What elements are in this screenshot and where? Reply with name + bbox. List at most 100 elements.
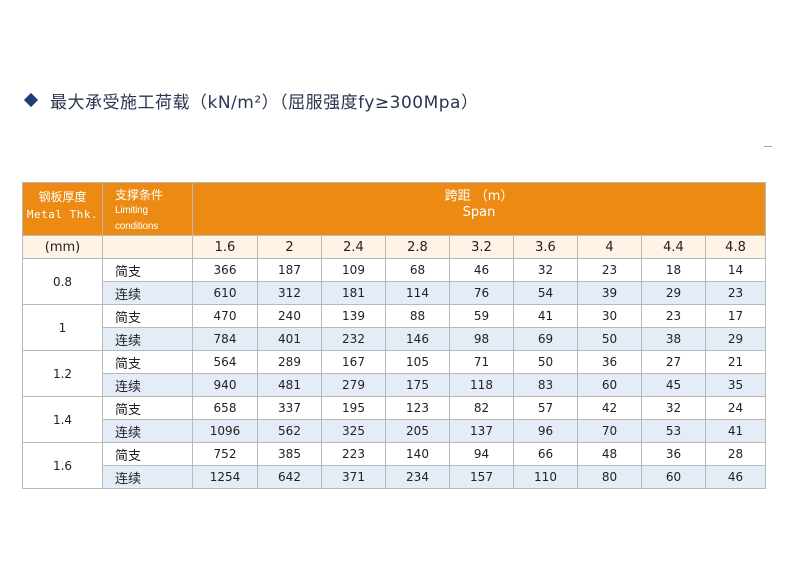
load-value-cell: 137 <box>449 419 514 443</box>
load-value-cell: 29 <box>641 281 706 305</box>
page-title-row: 最大承受施工荷载（kN/m²）（屈服强度fy≥300Mpa） <box>22 86 478 114</box>
load-value-cell: 69 <box>513 327 578 351</box>
load-value-cell: 82 <box>449 396 514 420</box>
condition-cell: 简支 <box>102 304 193 328</box>
load-value-cell: 157 <box>449 465 514 489</box>
divider-mark <box>764 146 772 147</box>
span-value: 2 <box>257 235 322 259</box>
condition-cell: 简支 <box>102 396 193 420</box>
load-value-cell: 940 <box>192 373 258 397</box>
thickness-header-en: Metal Thk. <box>26 208 99 221</box>
load-value-cell: 223 <box>321 442 386 466</box>
condition-cell: 连续 <box>102 465 193 489</box>
load-value-cell: 46 <box>704 465 767 489</box>
load-value-cell: 187 <box>257 258 322 282</box>
thickness-cell: 1.2 <box>22 350 103 397</box>
support-header-cn: 支撑条件 <box>115 188 164 202</box>
load-value-cell: 42 <box>577 396 642 420</box>
load-value-cell: 234 <box>385 465 450 489</box>
condition-cell: 连续 <box>102 373 193 397</box>
load-value-cell: 21 <box>704 350 767 374</box>
load-value-cell: 110 <box>513 465 578 489</box>
load-value-cell: 610 <box>192 281 258 305</box>
span-value: 3.2 <box>449 235 514 259</box>
table-row: 1.6 简支 752 385 223 140 94 66 48 36 28 <box>22 442 767 489</box>
load-value-cell: 53 <box>641 419 706 443</box>
load-value-cell: 96 <box>513 419 578 443</box>
load-value-cell: 39 <box>577 281 642 305</box>
span-value: 3.6 <box>513 235 578 259</box>
condition-cell: 简支 <box>102 442 193 466</box>
load-value-cell: 24 <box>704 396 767 420</box>
table-row: 连续 940 481 279 175 118 83 60 45 35 <box>23 373 767 397</box>
load-value-cell: 385 <box>257 442 322 466</box>
load-value-cell: 70 <box>577 419 642 443</box>
load-value-cell: 105 <box>385 350 450 374</box>
thickness-cell: 1 <box>22 304 103 351</box>
load-value-cell: 240 <box>257 304 322 328</box>
load-value-cell: 167 <box>321 350 386 374</box>
table-row: 连续 1096 562 325 205 137 96 70 53 41 <box>23 419 767 443</box>
load-value-cell: 1254 <box>192 465 258 489</box>
load-value-cell: 66 <box>513 442 578 466</box>
table-row: 0.8 简支 366 187 109 68 46 32 23 18 14 <box>22 258 767 305</box>
load-value-cell: 17 <box>704 304 767 328</box>
load-value-cell: 50 <box>513 350 578 374</box>
load-table: 钢板厚度 Metal Thk. 支撑条件 Limiting conditions… <box>22 182 767 489</box>
table-row: 1.4 简支 658 337 195 123 82 57 42 32 24 <box>22 396 767 443</box>
load-value-cell: 32 <box>513 258 578 282</box>
load-value-cell: 36 <box>577 350 642 374</box>
span-value: 2.8 <box>385 235 450 259</box>
table-row: 1 简支 470 240 139 88 59 41 30 23 17 <box>22 304 767 351</box>
load-value-cell: 46 <box>449 258 514 282</box>
table-row: 连续 784 401 232 146 98 69 50 38 29 <box>23 327 767 351</box>
load-value-cell: 76 <box>449 281 514 305</box>
load-value-cell: 50 <box>577 327 642 351</box>
thickness-header-cn: 钢板厚度 <box>38 190 87 204</box>
load-value-cell: 94 <box>449 442 514 466</box>
thickness-header: 钢板厚度 Metal Thk. <box>22 182 103 236</box>
load-table-body: 钢板厚度 Metal Thk. 支撑条件 Limiting conditions… <box>22 182 767 489</box>
load-value-cell: 71 <box>449 350 514 374</box>
load-value-cell: 140 <box>385 442 450 466</box>
load-value-cell: 30 <box>577 304 642 328</box>
load-value-cell: 83 <box>513 373 578 397</box>
load-value-cell: 401 <box>257 327 322 351</box>
load-value-cell: 123 <box>385 396 450 420</box>
load-value-cell: 470 <box>192 304 258 328</box>
load-value-cell: 23 <box>577 258 642 282</box>
span-header: 跨距 （m） Span <box>191 182 767 236</box>
load-value-cell: 68 <box>385 258 450 282</box>
load-value-cell: 36 <box>641 442 706 466</box>
condition-cell: 简支 <box>102 258 193 282</box>
load-value-cell: 181 <box>321 281 386 305</box>
load-value-cell: 564 <box>192 350 258 374</box>
thickness-cell: 0.8 <box>22 258 103 305</box>
blank-cell <box>102 235 193 259</box>
span-values-row: (mm) 1.6 2 2.4 2.8 3.2 3.6 4 4.4 4.8 <box>22 235 767 259</box>
load-value-cell: 14 <box>704 258 767 282</box>
load-value-cell: 80 <box>577 465 642 489</box>
load-value-cell: 366 <box>192 258 258 282</box>
span-header-cn: 跨距 （m） <box>444 189 514 204</box>
span-value: 4.8 <box>704 235 767 259</box>
load-value-cell: 23 <box>641 304 706 328</box>
support-header-en: Limiting conditions <box>115 205 159 232</box>
load-value-cell: 312 <box>257 281 322 305</box>
load-value-cell: 279 <box>321 373 386 397</box>
load-value-cell: 88 <box>385 304 450 328</box>
load-value-cell: 195 <box>321 396 386 420</box>
load-value-cell: 54 <box>513 281 578 305</box>
load-value-cell: 642 <box>257 465 322 489</box>
condition-cell: 连续 <box>102 281 193 305</box>
load-value-cell: 1096 <box>192 419 258 443</box>
table-header-row: 钢板厚度 Metal Thk. 支撑条件 Limiting conditions… <box>22 182 767 236</box>
table-row: 1.2 简支 564 289 167 105 71 50 36 27 21 <box>22 350 767 397</box>
load-value-cell: 175 <box>385 373 450 397</box>
table-row: 连续 1254 642 371 234 157 110 80 60 46 <box>23 465 767 489</box>
load-value-cell: 98 <box>449 327 514 351</box>
load-value-cell: 481 <box>257 373 322 397</box>
diamond-bullet-icon <box>23 92 39 108</box>
load-value-cell: 325 <box>321 419 386 443</box>
span-value: 1.6 <box>192 235 258 259</box>
